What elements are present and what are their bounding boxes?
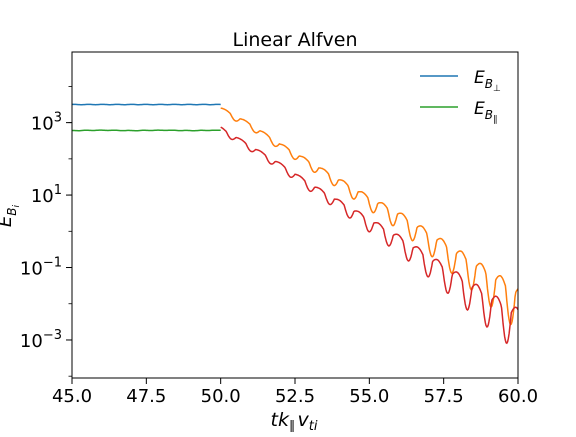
- x-tick-label: 45.0: [52, 386, 92, 407]
- x-tick-label: 50.0: [201, 386, 241, 407]
- chart-title: Linear Alfven: [232, 29, 357, 51]
- x-tick-label: 60.0: [498, 386, 538, 407]
- x-tick-label: 55.0: [349, 386, 389, 407]
- x-tick-label: 47.5: [126, 386, 166, 407]
- x-tick-label: 52.5: [275, 386, 315, 407]
- x-tick-label: 57.5: [424, 386, 464, 407]
- series-line-1: [72, 130, 221, 131]
